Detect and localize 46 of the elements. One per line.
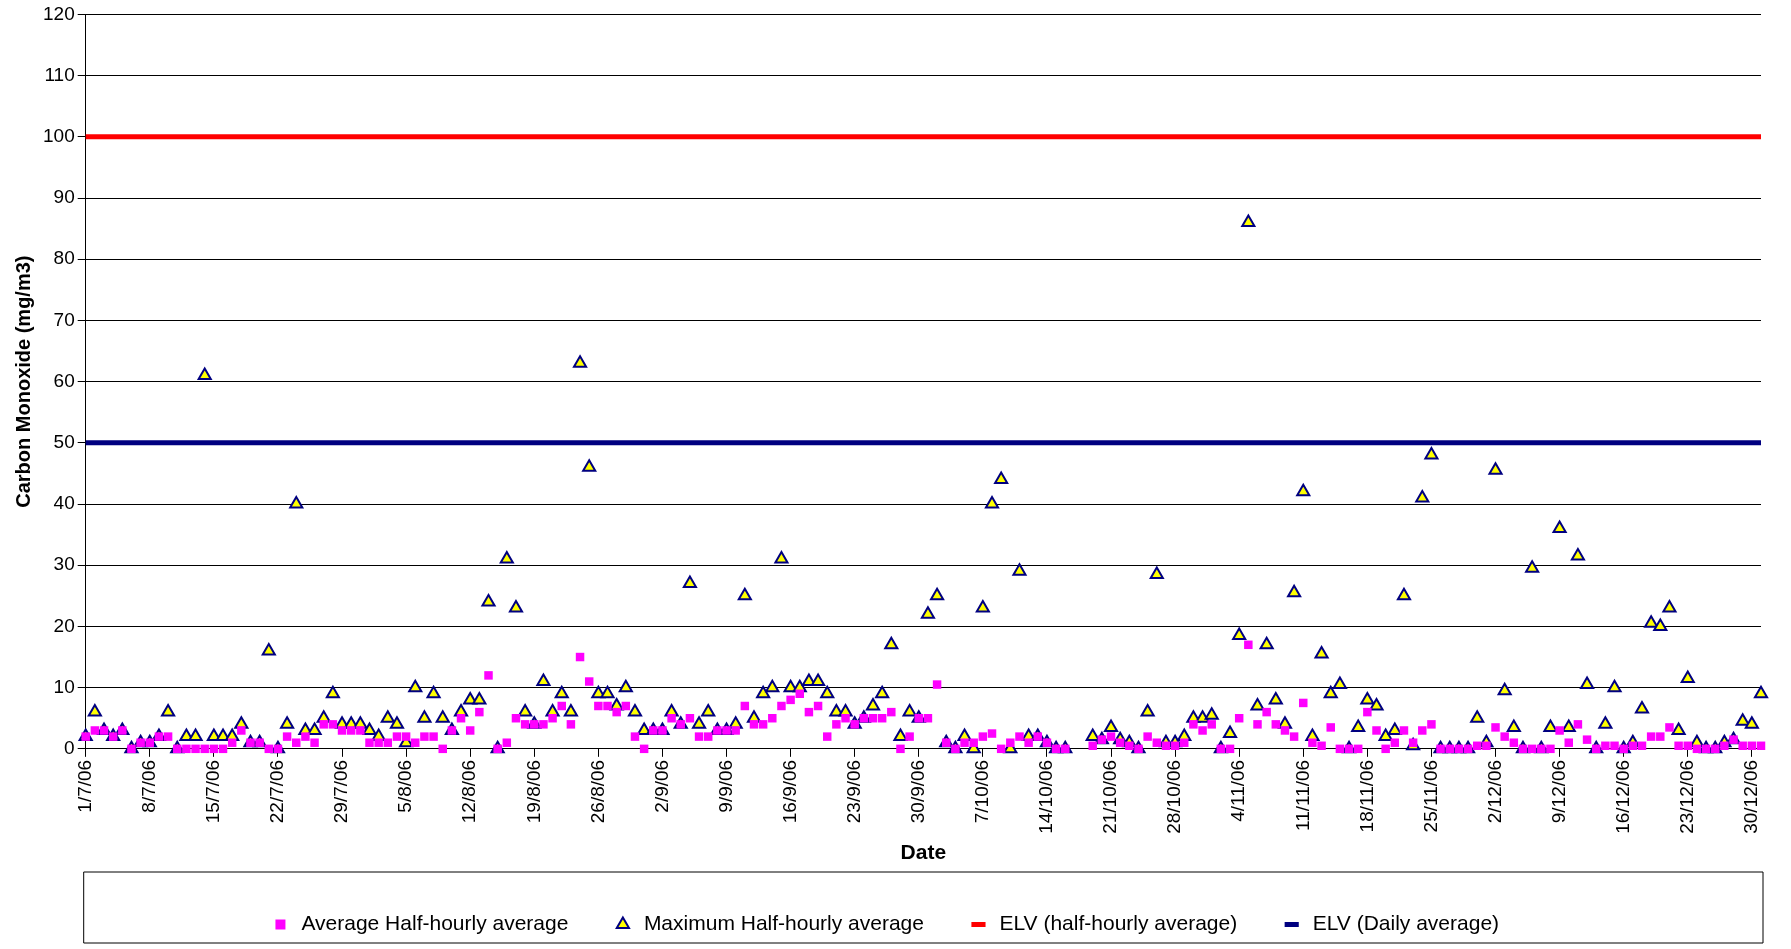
x-tick-label: 9/9/06: [714, 759, 736, 813]
x-tick-label: 28/10/06: [1163, 759, 1185, 834]
legend-label: Maximum Half-hourly average: [643, 911, 924, 935]
x-tick-label: 15/7/06: [202, 759, 224, 824]
x-tick-label: 2/9/06: [650, 759, 672, 813]
x-tick-label: 16/9/06: [778, 759, 800, 824]
x-tick-label: 5/8/06: [394, 759, 416, 813]
x-tick-label: 11/11/06: [1291, 759, 1313, 831]
x-tick-label: 25/11/06: [1419, 759, 1441, 833]
legend-label: Average Half-hourly average: [301, 911, 569, 935]
x-tick-label: 1/7/06: [73, 759, 95, 813]
x-tick-label: 14/10/06: [1035, 759, 1057, 834]
y-tick-label: 120: [43, 2, 75, 24]
x-tick-label: 23/12/06: [1676, 759, 1697, 834]
x-tick-label: 30/12/06: [1740, 759, 1762, 834]
x-tick-label: 29/7/06: [330, 759, 352, 824]
x-tick-label: 30/9/06: [907, 759, 929, 824]
y-tick-label: 0: [64, 737, 75, 759]
x-tick-label: 9/12/06: [1547, 759, 1569, 824]
legend-label: ELV (half-hourly average): [999, 911, 1238, 935]
y-tick-label: 50: [53, 431, 75, 453]
y-tick-label: 110: [44, 63, 75, 85]
y-tick-label: 20: [53, 614, 75, 636]
x-tick-label: 19/8/06: [522, 759, 544, 824]
y-tick-label: 30: [53, 553, 75, 575]
y-tick-label: 70: [53, 308, 75, 330]
y-tick-label: 80: [53, 247, 75, 269]
x-tick-label: 8/7/06: [138, 759, 160, 813]
x-tick-label: 23/9/06: [842, 759, 864, 824]
y-tick-label: 90: [53, 186, 75, 208]
x-tick-label: 22/7/06: [266, 759, 288, 824]
y-tick-label: 100: [43, 125, 75, 147]
x-tick-label: 12/8/06: [458, 759, 480, 824]
legend-label: ELV (Daily average): [1312, 911, 1500, 935]
y-axis-title: Carbon Monoxide (mg/m3): [11, 255, 34, 508]
x-tick-label: 21/10/06: [1099, 759, 1121, 834]
y-tick-label: 40: [53, 492, 75, 514]
x-tick-label: 2/12/06: [1483, 759, 1505, 824]
y-tick-label: 60: [53, 369, 75, 391]
y-tick-label: 10: [53, 675, 75, 697]
x-axis-title: Date: [900, 840, 947, 864]
x-tick-label: 4/11/06: [1227, 759, 1249, 822]
x-tick-label: 18/11/06: [1355, 759, 1377, 833]
x-tick-label: 16/12/06: [1611, 759, 1633, 834]
x-tick-label: 26/8/06: [586, 759, 608, 824]
x-tick-label: 7/10/06: [971, 759, 993, 824]
